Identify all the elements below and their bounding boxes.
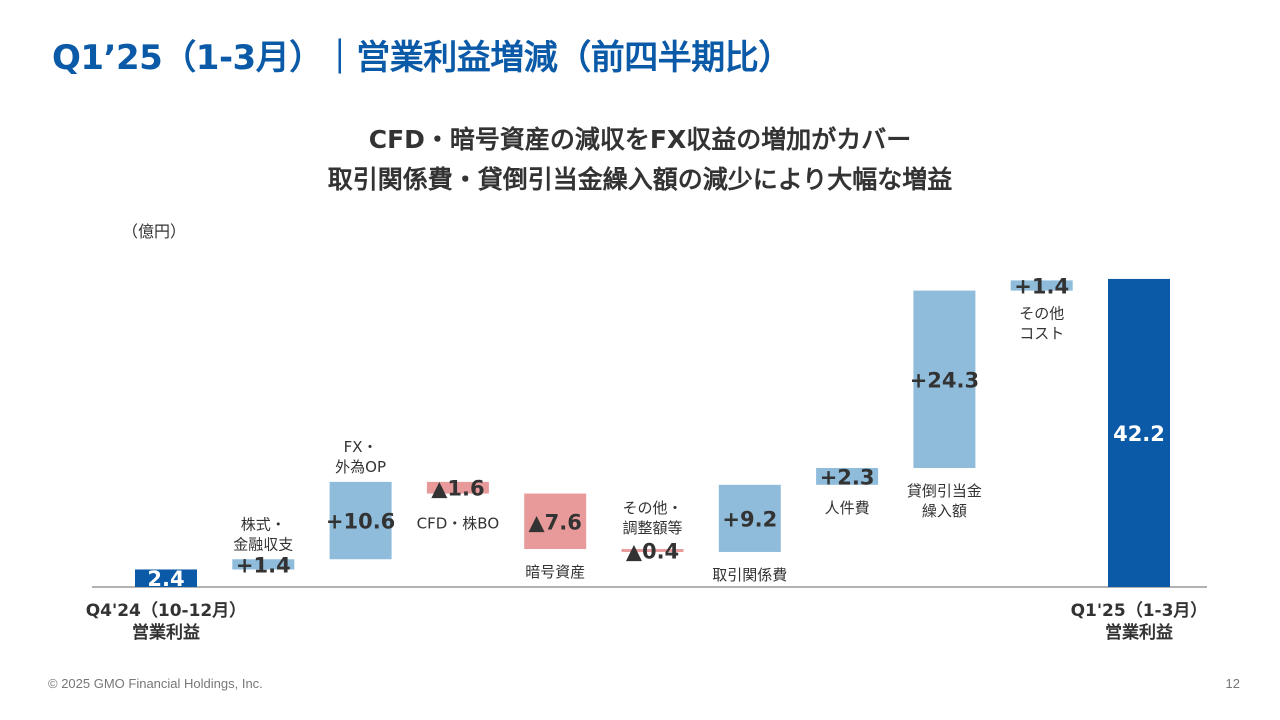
data-label-9: +1.4 <box>1014 275 1069 299</box>
category-label-1-1: 金融収支 <box>233 535 293 553</box>
category-label-10-0: Q1'25（1-3月） <box>1071 600 1208 621</box>
category-label-3-0: CFD・株BO <box>417 515 500 533</box>
category-label-2-0: FX・ <box>344 438 378 456</box>
category-label-0-1: 営業利益 <box>132 622 200 643</box>
data-label-5: ▲0.4 <box>626 540 679 564</box>
data-label-8: +24.3 <box>910 368 979 392</box>
category-label-9-1: コスト <box>1019 325 1064 343</box>
category-label-2-1: 外為OP <box>335 458 386 476</box>
category-label-5-0: その他・ <box>622 499 682 517</box>
bar-4 <box>524 493 587 550</box>
bar-2 <box>329 481 392 560</box>
data-label-6: +9.2 <box>722 507 777 531</box>
data-label-2: +10.6 <box>326 510 395 534</box>
data-label-0: 2.4 <box>147 567 184 591</box>
subtitle-line-1: CFD・暗号資産の減収をFX収益の増加がカバー <box>368 125 912 154</box>
copyright: © 2025 GMO Financial Holdings, Inc. <box>48 676 263 691</box>
category-label-8-0: 貸倒引当金 <box>907 482 982 500</box>
bar-10 <box>1108 278 1170 587</box>
subtitle-line-2: 取引関係費・貸倒引当金繰入額の減少により大幅な増益 <box>327 165 953 194</box>
bar-6 <box>718 484 781 552</box>
bar-7 <box>816 468 879 485</box>
page-number: 12 <box>1225 676 1240 691</box>
bar-5 <box>621 549 684 552</box>
data-label-7: +2.3 <box>820 465 875 489</box>
category-label-10-1: 営業利益 <box>1105 622 1173 643</box>
bar-1 <box>232 559 295 570</box>
page-title: Q1’25（1-3月）｜営業利益増減（前四半期比） <box>52 38 792 78</box>
data-label-10: 42.2 <box>1113 422 1165 446</box>
data-label-3: ▲1.6 <box>431 477 484 501</box>
category-label-0-0: Q4'24（10-12月） <box>86 600 247 621</box>
data-label-1: +1.4 <box>236 553 291 577</box>
category-label-7-0: 人件費 <box>825 499 870 517</box>
bar-0 <box>135 569 197 587</box>
category-label-6-0: 取引関係費 <box>712 566 787 584</box>
unit-label: （億円） <box>122 222 187 241</box>
data-label-4: ▲7.6 <box>529 510 582 534</box>
bar-3 <box>426 481 489 494</box>
category-label-8-1: 繰入額 <box>922 502 967 520</box>
category-label-1-0: 株式・ <box>241 515 286 533</box>
category-label-5-1: 調整額等 <box>622 519 682 537</box>
bar-8 <box>913 290 976 469</box>
category-label-4-0: 暗号資産 <box>525 563 585 581</box>
category-label-9-0: その他 <box>1019 305 1064 323</box>
bar-9 <box>1010 280 1073 291</box>
